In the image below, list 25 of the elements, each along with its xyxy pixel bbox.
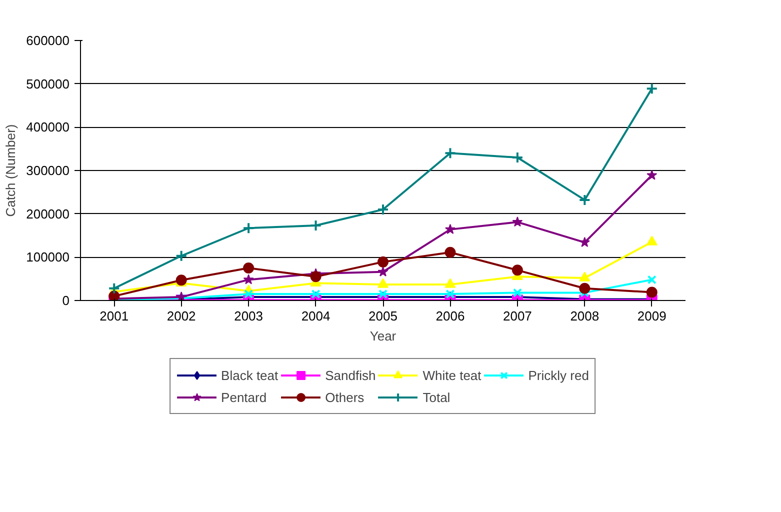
legend-label: Total xyxy=(422,390,450,404)
legend-label: Sandfish xyxy=(325,368,376,382)
legend-label: White teat xyxy=(422,368,482,382)
x-tick-label: 2005 xyxy=(368,308,398,324)
y-tick-label: 0 xyxy=(62,293,70,308)
legend-label: Pentard xyxy=(221,390,267,404)
y-tick-label: 100000 xyxy=(26,250,70,265)
x-tick-label: 2007 xyxy=(502,308,532,324)
x-tick-label: 2001 xyxy=(100,308,129,324)
y-tick-label: 600000 xyxy=(26,33,70,48)
y-axis-title: Catch (Number) xyxy=(3,124,18,217)
x-tick-label: 2008 xyxy=(570,308,600,324)
x-tick-label: 2009 xyxy=(637,308,666,324)
legend-label: Others xyxy=(325,390,364,404)
x-tick-label: 2006 xyxy=(436,308,465,324)
x-tick-label: 2003 xyxy=(234,308,264,324)
x-tick-label: 2004 xyxy=(301,308,330,324)
legend-label: Black teat xyxy=(221,368,278,382)
y-tick-label: 200000 xyxy=(26,206,70,222)
legend-label: Prickly red xyxy=(528,368,589,382)
y-tick-label: 400000 xyxy=(26,120,70,135)
x-tick-label: 2002 xyxy=(166,308,196,324)
y-tick-label: 500000 xyxy=(26,76,70,92)
y-tick-label: 300000 xyxy=(26,163,70,178)
x-axis-title: Year xyxy=(370,328,397,344)
